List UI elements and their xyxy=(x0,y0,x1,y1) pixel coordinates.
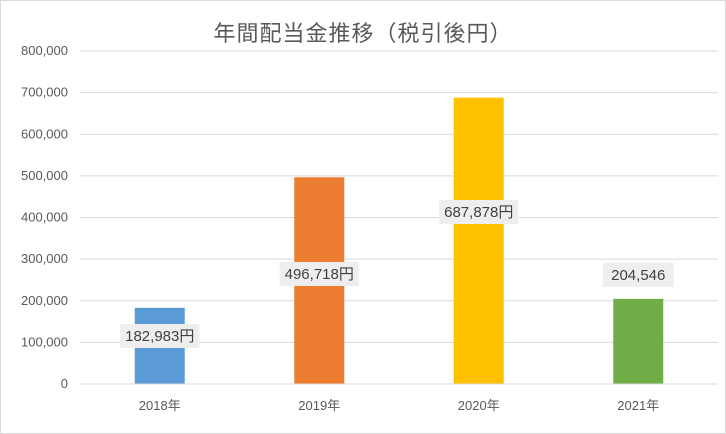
data-label-1: 182,983円 xyxy=(120,324,200,348)
x-tick-label: 2020年 xyxy=(458,398,500,413)
x-axis-ticks: 2018年 2019年 2020年 2021年 xyxy=(139,398,659,413)
y-tick-label: 600,000 xyxy=(21,126,68,141)
y-tick-label: 400,000 xyxy=(21,210,68,225)
x-tick-label: 2021年 xyxy=(617,398,659,413)
bars xyxy=(134,97,664,385)
data-label-box xyxy=(439,200,519,224)
data-label-text: 496,718円 xyxy=(285,266,354,283)
y-tick-label: 500,000 xyxy=(21,168,68,183)
gridlines xyxy=(80,50,718,343)
y-axis-ticks: 0 100,000 200,000 300,000 400,000 500,000 600,… xyxy=(21,43,68,391)
data-label-3: 687,878円 xyxy=(439,200,519,224)
bar-3 xyxy=(453,97,504,385)
x-tick-label: 2019年 xyxy=(298,398,340,413)
data-labels: 182,983円 496,718円 687,878円 204,546 xyxy=(120,200,674,348)
y-tick-label: 0 xyxy=(61,376,68,391)
bar-4 xyxy=(613,298,664,384)
data-label-text: 687,878円 xyxy=(444,204,513,221)
data-label-box xyxy=(279,262,359,286)
y-tick-label: 800,000 xyxy=(21,43,68,58)
y-tick-label: 700,000 xyxy=(21,85,68,100)
chart-title: 年間配当金推移（税引後円） xyxy=(213,22,513,47)
data-label-text: 204,546 xyxy=(611,267,665,284)
data-label-text: 182,983円 xyxy=(125,328,194,345)
data-label-box xyxy=(602,262,674,287)
data-label-box xyxy=(120,324,200,348)
data-label-2: 496,718円 xyxy=(279,262,359,286)
y-tick-label: 300,000 xyxy=(21,251,68,266)
y-tick-label: 100,000 xyxy=(21,334,68,349)
x-tick-label: 2018年 xyxy=(139,398,181,413)
y-tick-label: 200,000 xyxy=(21,293,68,308)
data-label-4: 204,546 xyxy=(602,262,674,287)
